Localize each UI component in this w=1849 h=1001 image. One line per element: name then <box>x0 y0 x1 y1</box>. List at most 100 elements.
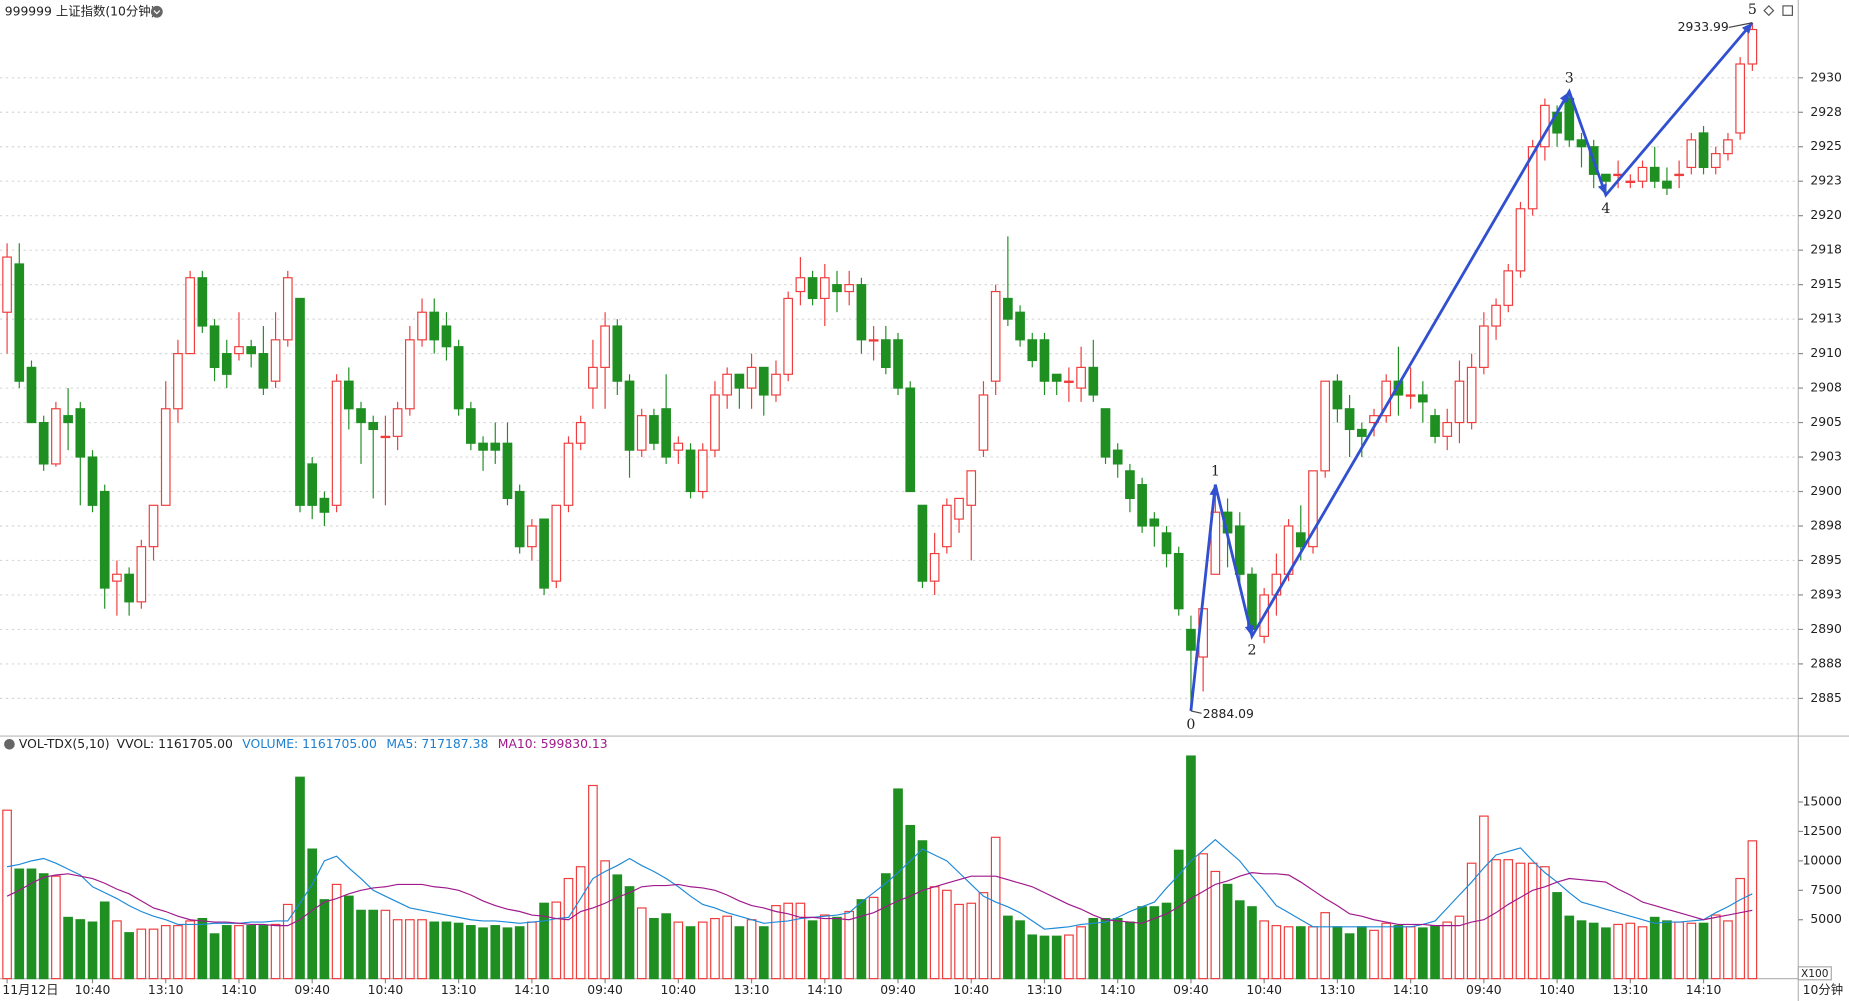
volume-bar <box>1149 906 1160 980</box>
volume-bar <box>1430 925 1440 980</box>
volume-bar <box>868 896 879 980</box>
volume-bar <box>636 907 647 980</box>
volume-bar <box>466 925 476 980</box>
title-dropdown[interactable] <box>150 5 163 18</box>
candle-body <box>1125 470 1135 499</box>
volume-bar <box>1601 927 1611 980</box>
volume-bar <box>1527 862 1538 980</box>
volume-bar <box>99 901 110 980</box>
volume-bar <box>1344 933 1355 980</box>
candle-body <box>917 504 928 582</box>
candle-body <box>307 463 318 506</box>
y-tick-label: 2885 <box>1810 691 1841 705</box>
indicator-value: MA10: 599830.13 <box>498 737 608 751</box>
candle-body <box>844 284 855 293</box>
volume-bar <box>612 874 623 980</box>
y-tick-label: 2923 <box>1810 174 1841 188</box>
volume-bar <box>14 868 25 980</box>
volume-bar <box>1417 927 1428 980</box>
volume-bar <box>746 919 757 980</box>
candle-body <box>1137 484 1147 527</box>
volume-bar <box>1198 853 1208 980</box>
volume-bar <box>1100 917 1111 980</box>
volume-bar <box>1173 849 1184 980</box>
candle-body <box>429 311 440 341</box>
candle-body <box>148 504 159 548</box>
volume-bar <box>1222 883 1233 980</box>
volume-bar <box>478 927 488 980</box>
candle-body <box>75 408 86 458</box>
volume-bar <box>1710 914 1721 980</box>
candle-body <box>734 373 745 389</box>
candle-body <box>234 346 244 355</box>
wave-label: 3 <box>1565 71 1574 87</box>
candle-body <box>1430 415 1440 437</box>
volume-bar <box>173 925 183 980</box>
y-tick-label: 2905 <box>1810 415 1841 429</box>
panel-icon[interactable] <box>1782 5 1793 16</box>
volume-bar <box>270 923 281 980</box>
unit-label: X100 <box>1801 968 1829 980</box>
high-leader <box>1728 22 1753 29</box>
candle-body <box>1015 311 1025 341</box>
candle-body <box>453 346 464 410</box>
candle-body <box>1479 325 1489 368</box>
candle-body <box>636 415 647 451</box>
wave-arrow <box>1559 91 1570 104</box>
candle-body <box>441 325 452 348</box>
volume-bar <box>1039 935 1050 980</box>
candle-body <box>771 373 781 396</box>
diamond-icon[interactable] <box>1763 5 1775 17</box>
x-tick-label: 13:10 <box>148 983 184 997</box>
wave-arrow <box>1597 183 1607 196</box>
volume-bar <box>722 915 732 980</box>
volume-bar <box>1369 929 1379 980</box>
dropdown-icon[interactable] <box>150 5 163 18</box>
volume-bar <box>1393 925 1404 980</box>
chart-title: 999999 上证指数(10分钟) <box>5 3 156 18</box>
candle-body <box>197 277 208 327</box>
volume-bar <box>1503 859 1514 980</box>
volume-bar <box>1698 922 1709 980</box>
volume-bar <box>1735 877 1745 980</box>
x-tick-label: 14:10 <box>514 983 550 997</box>
volume-bar <box>649 917 659 980</box>
y-tick-label: 2900 <box>1810 484 1842 498</box>
candle-body <box>1747 28 1758 65</box>
volume-bar <box>1540 866 1550 980</box>
x-tick-label: 14:10 <box>1686 983 1722 997</box>
indicator-dropdown[interactable] <box>4 738 15 750</box>
volume-bar <box>392 919 403 980</box>
candle-body <box>1100 408 1111 458</box>
volume-bar <box>246 925 257 980</box>
x-tick-label: 14:10 <box>1393 983 1429 997</box>
candle-body <box>1442 421 1453 437</box>
candle-body <box>758 366 769 396</box>
candle-body <box>63 415 73 424</box>
x-tick-label: 13:10 <box>1320 983 1356 997</box>
volume-bar <box>1552 892 1562 980</box>
volume-bar <box>185 920 195 980</box>
volume-ma-line <box>6 838 1753 930</box>
volume-bar <box>1186 755 1196 980</box>
volume-bar <box>160 925 171 980</box>
volume-bar <box>319 899 330 980</box>
candle-body <box>136 546 147 603</box>
x-tick-label: 09:40 <box>880 983 916 997</box>
candle-body <box>880 339 891 368</box>
volume-y-tick-label: 12500 <box>1803 824 1842 838</box>
volume-bar <box>807 920 818 980</box>
volume-bar <box>1637 926 1648 980</box>
volume-bar <box>1027 934 1038 980</box>
candle-body <box>978 394 989 451</box>
candle-body <box>954 497 964 520</box>
candle-body <box>588 366 598 389</box>
x-tick-label: 13:10 <box>1027 983 1063 997</box>
candle-body <box>490 442 501 451</box>
indicator-value: VOLUME: 1161705.00 <box>242 737 377 751</box>
candle-body <box>404 339 415 410</box>
x-tick-label: 13:10 <box>1612 983 1648 997</box>
volume-bar <box>1454 915 1465 980</box>
volume-bar <box>368 909 379 980</box>
